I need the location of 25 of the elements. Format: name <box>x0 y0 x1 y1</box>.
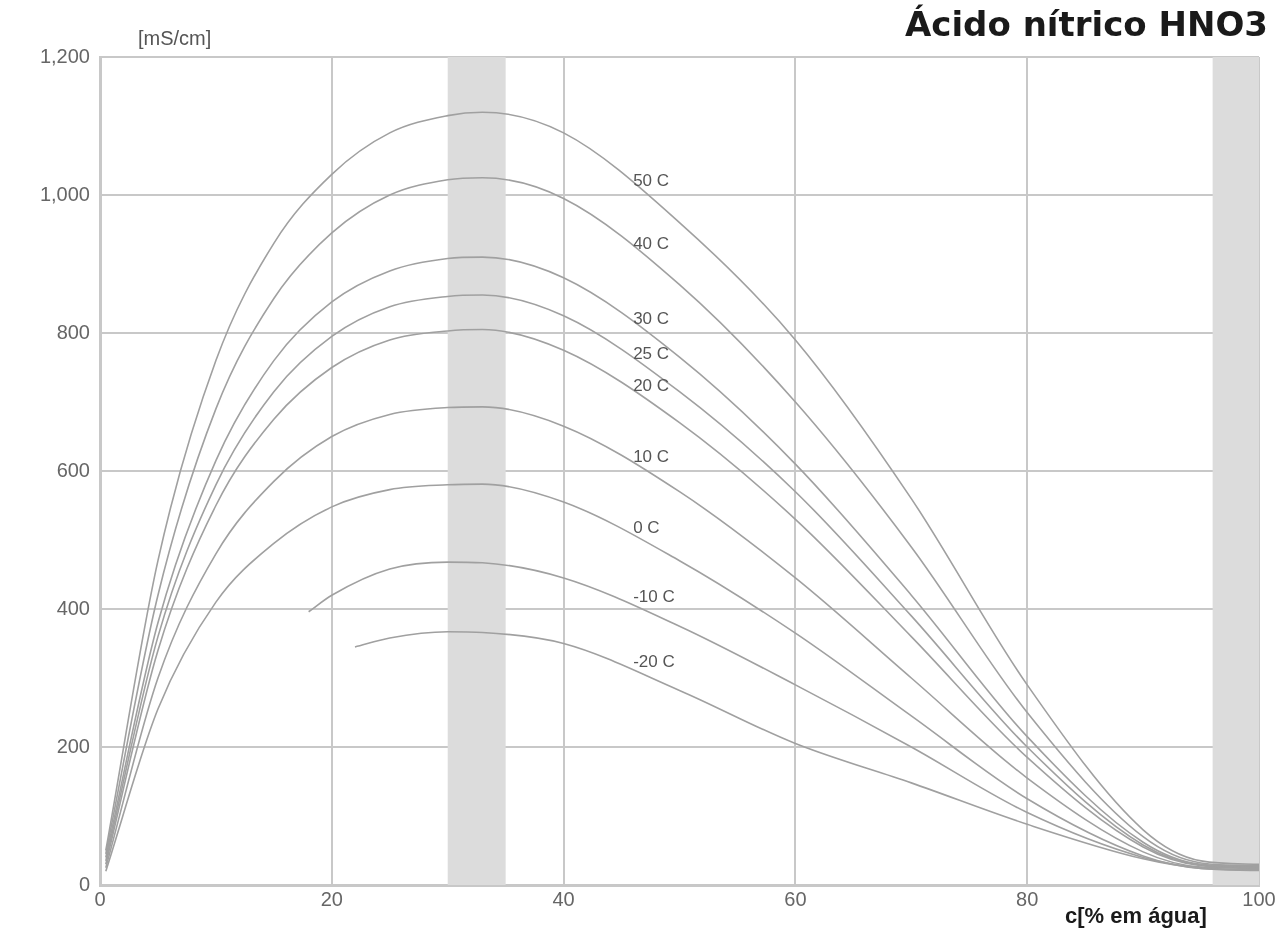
series-label: 30 C <box>633 308 670 328</box>
y-tick-label: 1,000 <box>39 182 90 205</box>
y-tick-label: 200 <box>56 734 90 757</box>
chart-title: Ácido nítrico HNO3 <box>904 3 1268 44</box>
x-tick-label: 80 <box>1016 887 1039 910</box>
series-label: -10 C <box>633 586 675 606</box>
x-tick-label: 0 <box>94 887 106 910</box>
x-axis-title: c[% em água] <box>1065 903 1207 929</box>
y-tick-label: 0 <box>78 872 90 895</box>
y-tick-label: 800 <box>56 320 90 343</box>
series-label: 40 C <box>633 234 670 254</box>
series-label: 25 C <box>633 344 670 364</box>
series-label: -20 C <box>633 651 675 671</box>
x-tick-label: 100 <box>1242 887 1276 910</box>
x-tick-label: 60 <box>784 887 807 910</box>
series-label: 10 C <box>633 447 670 467</box>
x-tick-label: 40 <box>552 887 575 910</box>
series-label: 0 C <box>633 518 660 538</box>
series-label: 20 C <box>633 376 670 396</box>
y-tick-label: 600 <box>56 458 90 481</box>
y-axis-title: [mS/cm] <box>138 26 212 49</box>
x-tick-label: 20 <box>320 887 343 910</box>
y-tick-label: 400 <box>56 596 90 619</box>
series-label: 50 C <box>633 170 670 190</box>
y-tick-label: 1,200 <box>39 44 90 67</box>
